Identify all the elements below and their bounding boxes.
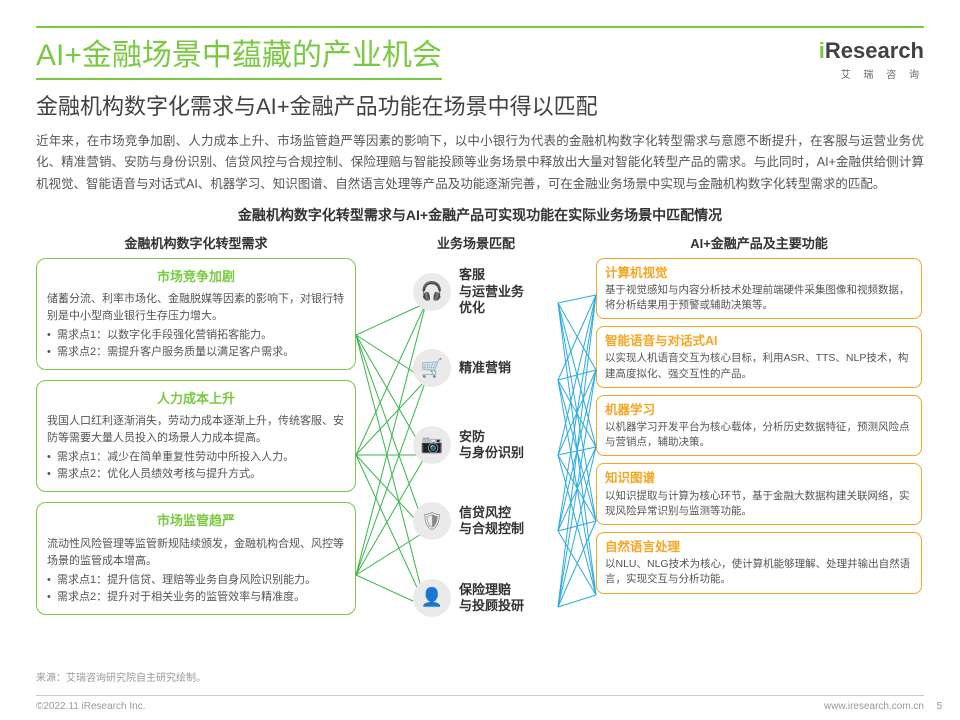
need-box-title: 人力成本上升 [47,389,345,409]
scenario-label: 精准营销 [459,360,539,376]
product-box-desc: 以实现人机语音交互为核心目标，利用ASR、TTS、NLP技术，构建高度拟化、强交… [605,351,913,381]
column-mid-scenarios: 业务场景匹配 🎧客服与运营业务优化🛒精准营销📷安防与身份识别🛡信贷风控与合规控制… [356,233,596,628]
product-box-0: 计算机视觉基于视觉感知与内容分析技术处理前端硬件采集图像和视频数据，将分析结果用… [596,258,922,320]
subtitle: 金融机构数字化需求与AI+金融产品功能在场景中得以匹配 [36,89,924,121]
person-icon: 👤 [413,579,451,617]
need-point: 需求点2：优化人员绩效考核与提升方式。 [47,466,345,483]
need-box-title: 市场监管趋严 [47,511,345,531]
need-point: 需求点2：需提升客户服务质量以满足客户需求。 [47,344,345,361]
footer-copyright: ©2022.11 iResearch Inc. [36,701,145,712]
product-box-title: 机器学习 [605,401,913,419]
column-left-needs: 金融机构数字化转型需求 市场竞争加剧 储蓄分流、利率市场化、金融脱媒等因素的影响… [36,233,356,628]
logo-text: iResearch [819,38,924,64]
product-box-desc: 以知识提取与计算为核心环节，基于金融大数据构建关联网络，实现风险异常识别与监测等… [605,489,913,519]
need-box-0: 市场竞争加剧 储蓄分流、利率市场化、金融脱媒等因素的影响下，对银行特别是中小型商… [36,258,356,370]
column-header-left: 金融机构数字化转型需求 [36,233,356,252]
headset-icon: 🎧 [413,273,451,311]
shield-icon: 🛡 [413,502,451,540]
product-box-2: 机器学习以机器学习开发平台为核心载体，分析历史数据特征，预测风险点与营销点，辅助… [596,395,922,457]
source-note: 来源：艾瑞咨询研究院自主研究绘制。 [36,669,206,684]
scenario-label: 客服与运营业务优化 [459,267,539,316]
header-row: AI+金融场景中蕴藏的产业机会 iResearch 艾 瑞 咨 询 [36,38,924,81]
product-box-title: 计算机视觉 [605,264,913,282]
chart-title: 金融机构数字化转型需求与AI+金融产品可实现功能在实际业务场景中匹配情况 [36,205,924,225]
product-box-title: 知识图谱 [605,469,913,487]
column-header-mid: 业务场景匹配 [356,233,596,252]
footer-page-number: 5 [936,701,942,712]
scenario-row-0: 🎧客服与运营业务优化 [356,262,596,322]
need-point: 需求点1：以数字化手段强化营销拓客能力。 [47,327,345,344]
footer-url: www.iresearch.com.cn [824,701,924,712]
matching-diagram: 金融机构数字化转型需求 市场竞争加剧 储蓄分流、利率市场化、金融脱媒等因素的影响… [36,233,924,628]
camera-icon: 📷 [413,426,451,464]
product-box-desc: 以NLU、NLG技术为核心，使计算机能够理解、处理并输出自然语言，实现交互与分析… [605,557,913,587]
main-title: AI+金融场景中蕴藏的产业机会 [36,38,442,80]
product-box-1: 智能语音与对话式AI以实现人机语音交互为核心目标，利用ASR、TTS、NLP技术… [596,326,922,388]
scenario-row-3: 🛡信贷风控与合规控制 [356,491,596,551]
column-header-right: AI+金融产品及主要功能 [596,233,922,252]
column-right-products: AI+金融产品及主要功能 计算机视觉基于视觉感知与内容分析技术处理前端硬件采集图… [596,233,922,628]
scenario-row-4: 👤保险理赔与投顾投研 [356,568,596,628]
need-point: 需求点2：提升对于相关业务的监管效率与精准度。 [47,589,345,606]
scenario-row-2: 📷安防与身份识别 [356,415,596,475]
scenario-label: 安防与身份识别 [459,429,539,462]
logo-block: iResearch 艾 瑞 咨 询 [819,38,924,81]
scenario-label: 信贷风控与合规控制 [459,505,539,538]
product-box-4: 自然语言处理以NLU、NLG技术为核心，使计算机能够理解、处理并输出自然语言，实… [596,532,922,594]
need-point: 需求点1：提升信贷、理赔等业务自身风险识别能力。 [47,572,345,589]
intro-paragraph: 近年来，在市场竞争加剧、人力成本上升、市场监管趋严等因素的影响下，以中小银行为代… [36,131,924,195]
scenario-row-1: 🛒 精准营销 [356,338,596,398]
product-box-title: 智能语音与对话式AI [605,332,913,350]
need-box-1: 人力成本上升 我国人口红利逐渐消失，劳动力成本逐渐上升，传统客服、安防等需要大量… [36,380,356,492]
product-box-title: 自然语言处理 [605,538,913,556]
need-point: 需求点1：减少在简单重复性劳动中所投入人力。 [47,449,345,466]
logo-subtext: 艾 瑞 咨 询 [819,66,924,81]
footer-divider [36,695,924,696]
cart-icon: 🛒 [413,349,451,387]
need-box-desc: 我国人口红利逐渐消失，劳动力成本逐渐上升，传统客服、安防等需要大量人员投入的场景… [47,413,345,447]
need-box-desc: 储蓄分流、利率市场化、金融脱媒等因素的影响下，对银行特别是中小型商业银行生存压力… [47,291,345,325]
need-box-2: 市场监管趋严 流动性风险管理等监管新规陆续颁发，金融机构合规、风控等场景的监管成… [36,502,356,614]
need-box-title: 市场竞争加剧 [47,267,345,287]
scenario-label: 保险理赔与投顾投研 [459,582,539,615]
need-box-desc: 流动性风险管理等监管新规陆续颁发，金融机构合规、风控等场景的监管成本增高。 [47,536,345,570]
product-box-3: 知识图谱以知识提取与计算为核心环节，基于金融大数据构建关联网络，实现风险异常识别… [596,463,922,525]
product-box-desc: 以机器学习开发平台为核心载体，分析历史数据特征，预测风险点与营销点，辅助决策。 [605,420,913,450]
product-box-desc: 基于视觉感知与内容分析技术处理前端硬件采集图像和视频数据，将分析结果用于预警或辅… [605,283,913,313]
top-accent-line [36,26,924,28]
